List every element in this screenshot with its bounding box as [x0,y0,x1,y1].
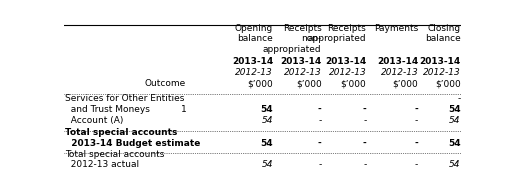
Text: 54: 54 [450,116,461,125]
Text: 2013-14: 2013-14 [325,57,367,66]
Text: 54: 54 [261,139,273,148]
Text: Total special accounts: Total special accounts [65,150,164,159]
Text: $’000: $’000 [393,79,418,88]
Text: Opening: Opening [235,24,273,33]
Text: -: - [362,105,367,114]
Text: Outcome: Outcome [145,79,186,88]
Text: Account (A): Account (A) [65,116,123,125]
Text: Closing: Closing [428,24,461,33]
Text: appropriated: appropriated [308,34,367,43]
Text: appropriated: appropriated [263,45,322,54]
Text: Payments: Payments [374,24,418,33]
Text: -: - [362,139,367,148]
Text: $’000: $’000 [435,79,461,88]
Text: 54: 54 [262,160,273,169]
Text: -: - [415,105,418,114]
Text: 2013-14: 2013-14 [232,57,273,66]
Text: -: - [415,160,418,169]
Text: $’000: $’000 [296,79,322,88]
Text: balance: balance [238,34,273,43]
Text: Services for Other Entities: Services for Other Entities [65,94,184,103]
Text: -: - [458,94,461,103]
Text: -: - [318,160,322,169]
Text: 54: 54 [450,160,461,169]
Text: Receipts: Receipts [283,24,322,33]
Text: 54: 54 [448,105,461,114]
Text: 1: 1 [180,105,186,114]
Text: 2012-13: 2012-13 [236,68,273,77]
Text: 2012-13: 2012-13 [284,68,322,77]
Text: -: - [318,116,322,125]
Text: -: - [363,116,367,125]
Text: 2013-14 Budget estimate: 2013-14 Budget estimate [65,139,200,148]
Text: -: - [318,105,322,114]
Text: $’000: $’000 [247,79,273,88]
Text: 2013-14: 2013-14 [377,57,418,66]
Text: $’000: $’000 [340,79,367,88]
Text: 2012-13: 2012-13 [329,68,367,77]
Text: Receipts: Receipts [328,24,367,33]
Text: 2012-13: 2012-13 [423,68,461,77]
Text: 2012-13: 2012-13 [380,68,418,77]
Text: and Trust Moneys: and Trust Moneys [65,105,150,114]
Text: 54: 54 [448,139,461,148]
Text: 2013-14: 2013-14 [280,57,322,66]
Text: 2012-13 actual: 2012-13 actual [65,160,139,169]
Text: -: - [318,139,322,148]
Text: Total special accounts: Total special accounts [65,128,177,137]
Text: -: - [415,139,418,148]
Text: 54: 54 [262,116,273,125]
Text: 2013-14: 2013-14 [419,57,461,66]
Text: 54: 54 [261,105,273,114]
Text: non-: non- [301,34,322,43]
Text: -: - [363,160,367,169]
Text: balance: balance [425,34,461,43]
Text: -: - [415,116,418,125]
